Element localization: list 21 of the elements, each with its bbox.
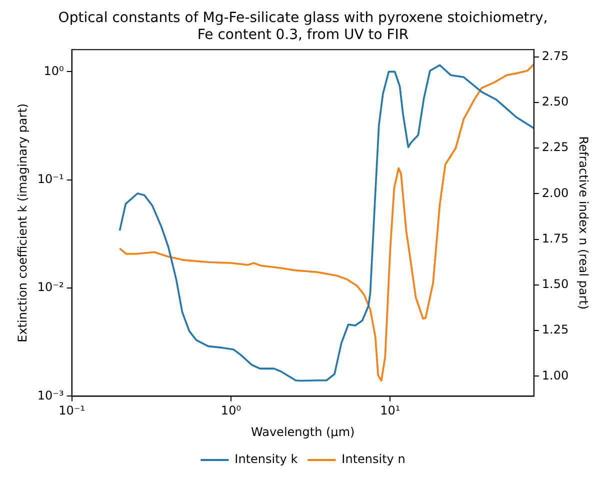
y2-tick-label: 2.25: [542, 140, 569, 154]
y-tick-label: 10⁻³: [37, 388, 64, 402]
y2-tick-label: 1.25: [542, 322, 569, 337]
y-tick-label: 10⁰: [44, 64, 64, 78]
y2-tick-label: 2.75: [542, 49, 569, 64]
y-axis-title: Extinction coefficient k (imaginary part): [15, 103, 30, 342]
legend-label: Intensity k: [234, 452, 298, 466]
y2-tick-label: 1.50: [542, 277, 569, 292]
y2-tick-label: 2.50: [542, 94, 569, 109]
chart-title: Optical constants of Mg-Fe-silicate glass with pyroxene stoichiometry, Fe content 0.3, from UV to FIR: [58, 10, 548, 43]
x-axis-title: Wavelength (μm): [251, 424, 355, 439]
y-tick-label: 10⁻¹: [37, 172, 64, 186]
y-tick-label: 10⁻²: [37, 280, 64, 294]
x-tick-label: 10¹: [380, 404, 400, 418]
y2-tick-label: 1.00: [542, 368, 569, 382]
legend-label: Intensity n: [342, 452, 406, 466]
y2-tick-label: 2.00: [542, 186, 569, 200]
y2-tick-label: 1.75: [542, 231, 569, 246]
x-tick-label: 10⁻¹: [58, 404, 86, 418]
y2-axis-title: Refractive index n (real part): [576, 136, 591, 310]
x-tick-label: 10⁰: [220, 404, 242, 418]
